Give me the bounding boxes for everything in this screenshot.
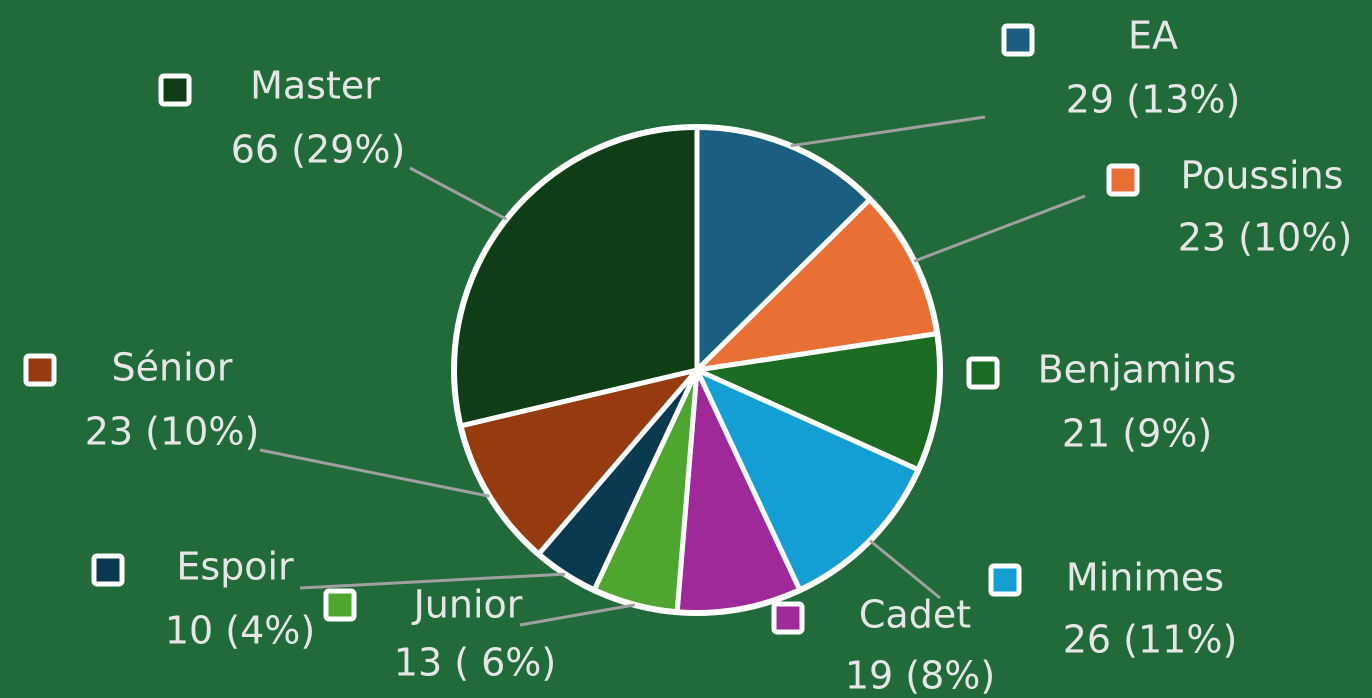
slice-name: Minimes: [1066, 556, 1224, 600]
legend-swatch: [1106, 163, 1140, 197]
leader-line: [299, 572, 566, 590]
slice-name: Cadet: [859, 593, 971, 637]
legend-swatch: [988, 563, 1022, 597]
slice-value-label: 19 (8%): [845, 654, 995, 698]
slice-value-label: 66 (29%): [231, 128, 406, 172]
leader-line: [519, 603, 635, 627]
leader-line: [409, 166, 508, 221]
slice-name: Benjamins: [1038, 348, 1237, 392]
legend-swatch: [966, 356, 1000, 390]
slice-name: Espoir: [176, 545, 294, 589]
pie-slice: [451, 124, 700, 429]
slice-value-label: 23 (10%): [85, 410, 260, 454]
slice-name: Sénior: [111, 346, 232, 390]
pie-outline: [451, 124, 943, 616]
leader-line: [790, 115, 986, 148]
slice-value-label: 23 (10%): [1178, 216, 1353, 260]
slice-name: Junior: [412, 583, 523, 627]
legend-swatch: [771, 601, 805, 635]
legend-swatch: [23, 353, 57, 387]
legend-swatch: [323, 588, 357, 622]
leader-line: [913, 194, 1086, 263]
leader-line: [869, 539, 941, 600]
slice-value-label: 10 (4%): [165, 609, 315, 653]
leader-line: [259, 448, 490, 498]
slice-value-label: 29 (13%): [1066, 78, 1241, 122]
legend-swatch: [1001, 23, 1035, 57]
slice-name: Master: [250, 64, 380, 108]
slice-value-label: 21 (9%): [1062, 412, 1212, 456]
legend-swatch: [91, 553, 125, 587]
slice-name: EA: [1128, 14, 1178, 58]
slice-value-label: 26 (11%): [1063, 618, 1238, 662]
slice-name: Poussins: [1181, 154, 1344, 198]
legend-swatch: [158, 73, 192, 107]
slice-value-label: 13 ( 6%): [394, 641, 556, 685]
